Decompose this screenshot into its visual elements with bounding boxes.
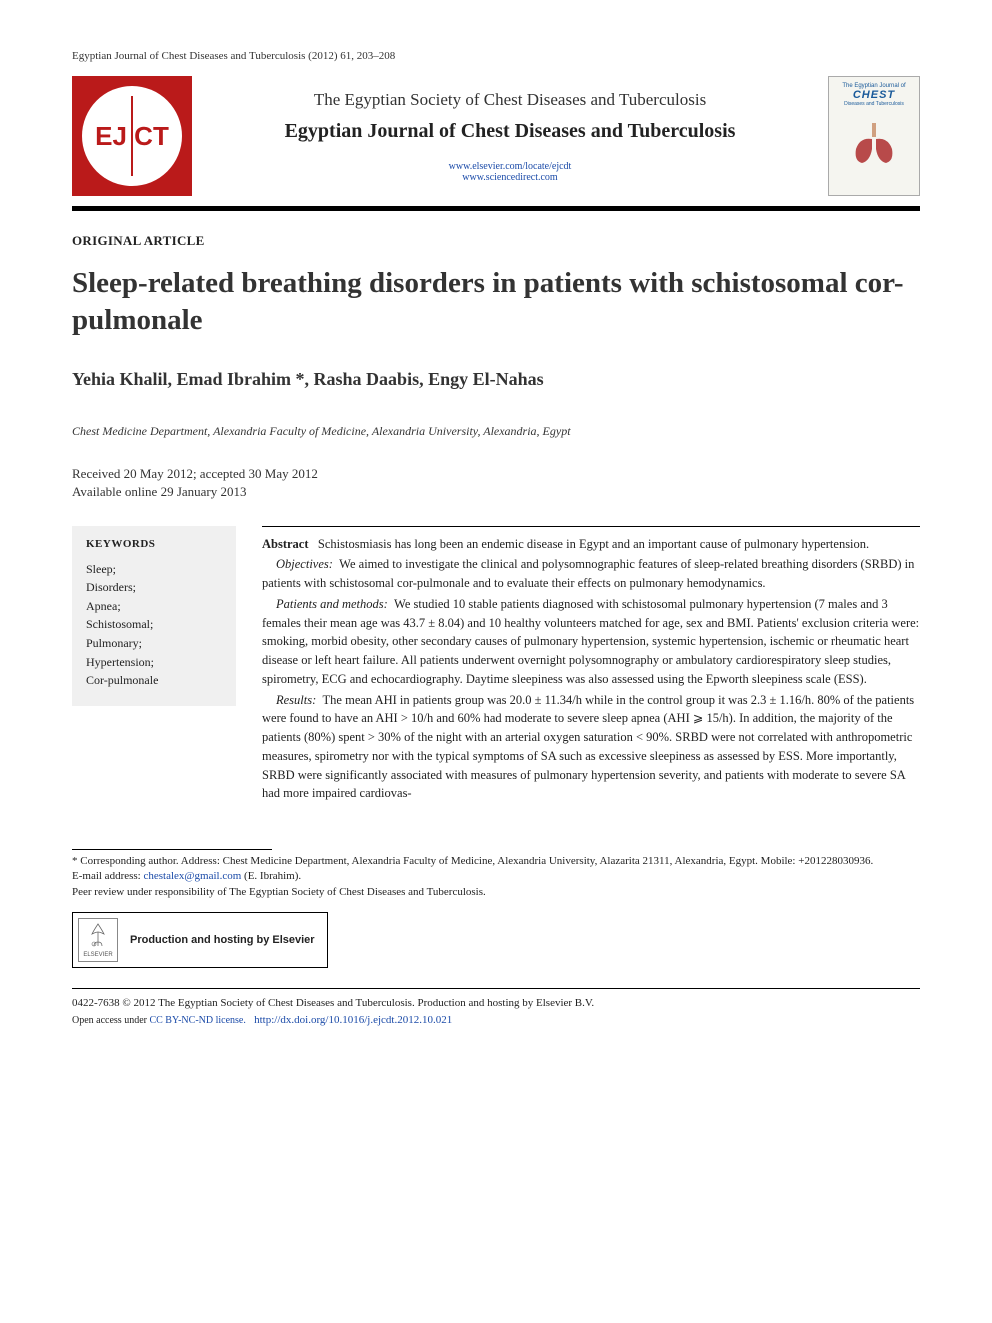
footnotes: * Corresponding author. Address: Chest M…	[72, 854, 920, 900]
cover-thumbnail: The Egyptian Journal of CHEST Diseases a…	[828, 76, 920, 196]
abstract-objectives: Objectives: We aimed to investigate the …	[262, 555, 920, 593]
footnote-rule	[72, 849, 272, 850]
production-box: ELSEVIER Production and hosting by Elsev…	[72, 912, 328, 968]
journal-name: Egyptian Journal of Chest Diseases and T…	[210, 120, 810, 143]
keyword-item: Schistosomal;	[86, 615, 222, 634]
keyword-item: Hypertension;	[86, 653, 222, 672]
cover-sub: Diseases and Tuberculosis	[844, 101, 904, 107]
received-accepted: Received 20 May 2012; accepted 30 May 20…	[72, 465, 920, 483]
oa-prefix: Open access under	[72, 1015, 149, 1026]
open-access-line: Open access under CC BY-NC-ND license. h…	[72, 1012, 920, 1029]
email-line: E-mail address: chestalex@gmail.com (E. …	[72, 869, 920, 884]
keyword-item: Disorders;	[86, 578, 222, 597]
license-link[interactable]: CC BY-NC-ND license.	[149, 1015, 245, 1026]
dates-block: Received 20 May 2012; accepted 30 May 20…	[72, 465, 920, 501]
article-title: Sleep-related breathing disorders in pat…	[72, 265, 920, 339]
abstract-label: Abstract	[262, 537, 309, 551]
corresponding-author: * Corresponding author. Address: Chest M…	[72, 854, 920, 869]
email-label: E-mail address:	[72, 870, 143, 882]
tree-icon	[84, 922, 112, 952]
keyword-item: Cor-pulmonale	[86, 671, 222, 690]
keyword-item: Apnea;	[86, 597, 222, 616]
objectives-label: Objectives:	[276, 557, 333, 571]
email-tail: (E. Ibrahim).	[241, 870, 301, 882]
society-name: The Egyptian Society of Chest Diseases a…	[210, 90, 810, 110]
body-row: KEYWORDS Sleep; Disorders; Apnea; Schist…	[72, 526, 920, 806]
masthead-center: The Egyptian Society of Chest Diseases a…	[210, 90, 810, 183]
results-label: Results:	[276, 693, 316, 707]
article-type: ORIGINAL ARTICLE	[72, 233, 920, 249]
journal-link-1[interactable]: www.elsevier.com/locate/ejcdt	[449, 161, 572, 172]
affiliation: Chest Medicine Department, Alexandria Fa…	[72, 424, 920, 439]
methods-label: Patients and methods:	[276, 597, 388, 611]
doi-link[interactable]: http://dx.doi.org/10.1016/j.ejcdt.2012.1…	[254, 1014, 452, 1026]
logo-circle: EJ CT	[82, 86, 182, 186]
keyword-item: Sleep;	[86, 560, 222, 579]
keywords-list: Sleep; Disorders; Apnea; Schistosomal; P…	[86, 560, 222, 690]
keywords-box: KEYWORDS Sleep; Disorders; Apnea; Schist…	[72, 526, 236, 706]
available-online: Available online 29 January 2013	[72, 483, 920, 501]
journal-links: www.elsevier.com/locate/ejcdt www.scienc…	[210, 161, 810, 183]
keyword-item: Pulmonary;	[86, 634, 222, 653]
masthead: EJ CT The Egyptian Society of Chest Dise…	[72, 76, 920, 211]
lungs-icon	[846, 121, 902, 169]
authors: Yehia Khalil, Emad Ibrahim *, Rasha Daab…	[72, 369, 920, 390]
journal-logo: EJ CT	[72, 76, 192, 196]
abstract-intro: Abstract Schistosmiasis has long been an…	[262, 535, 920, 554]
peer-review-note: Peer review under responsibility of The …	[72, 885, 920, 900]
journal-link-2[interactable]: www.sciencedirect.com	[462, 172, 557, 183]
abstract: Abstract Schistosmiasis has long been an…	[262, 526, 920, 806]
elsevier-logo: ELSEVIER	[78, 918, 118, 962]
elsevier-label: ELSEVIER	[83, 952, 112, 958]
issn-copyright: 0422-7638 © 2012 The Egyptian Society of…	[72, 995, 920, 1012]
production-text: Production and hosting by Elsevier	[130, 934, 315, 946]
bottom-line: 0422-7638 © 2012 The Egyptian Society of…	[72, 988, 920, 1028]
logo-text: EJ CT	[95, 121, 169, 152]
cover-title: CHEST	[853, 89, 895, 101]
objectives-text: We aimed to investigate the clinical and…	[262, 557, 914, 590]
running-head: Egyptian Journal of Chest Diseases and T…	[72, 50, 920, 62]
results-text: The mean AHI in patients group was 20.0 …	[262, 693, 914, 801]
abstract-intro-text: Schistosmiasis has long been an endemic …	[318, 537, 869, 551]
email-link[interactable]: chestalex@gmail.com	[143, 870, 241, 882]
keywords-heading: KEYWORDS	[86, 538, 222, 550]
abstract-results: Results: The mean AHI in patients group …	[262, 691, 920, 804]
abstract-methods: Patients and methods: We studied 10 stab…	[262, 595, 920, 689]
